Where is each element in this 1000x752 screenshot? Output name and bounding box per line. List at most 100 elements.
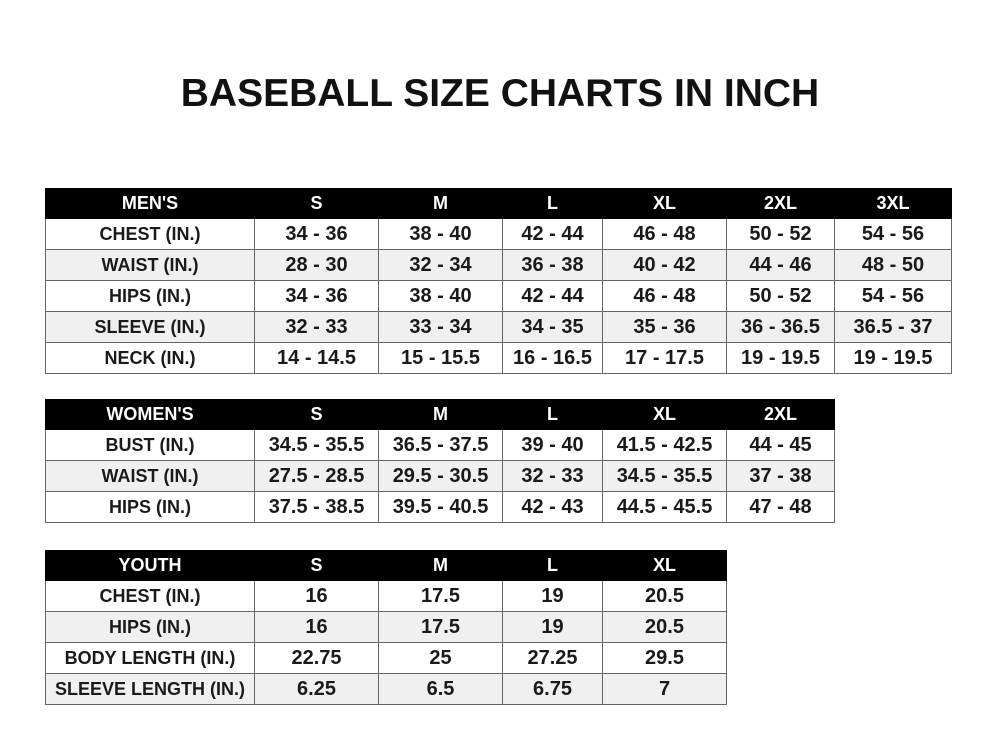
measurement-label: SLEEVE LENGTH (IN.) (45, 673, 255, 705)
table-row: SLEEVE (IN.) 32 - 33 33 - 34 34 - 35 35 - 36… (45, 311, 952, 343)
size-value: 41.5 - 42.5 (602, 429, 727, 461)
size-value: 29.5 - 30.5 (378, 460, 503, 492)
size-value: 38 - 40 (378, 280, 503, 312)
youth-size-table: YOUTH S M L XL CHEST (IN.) 16 17.5 19 20.5 HIPS (I… (45, 550, 727, 705)
table-row: HIPS (IN.) 16 17.5 19 20.5 (45, 611, 727, 643)
size-header: M (378, 399, 503, 430)
size-header: XL (602, 399, 727, 430)
table-row: WAIST (IN.) 28 - 30 32 - 34 36 - 38 40 - 42 4… (45, 249, 952, 281)
size-value: 19 - 19.5 (726, 342, 835, 374)
size-header: 3XL (834, 188, 952, 219)
size-value: 40 - 42 (602, 249, 727, 281)
size-value: 19 - 19.5 (834, 342, 952, 374)
table-row: BODY LENGTH (IN.) 22.75 25 27.25 29.5 (45, 642, 727, 674)
measurement-label: CHEST (IN.) (45, 580, 255, 612)
header-row: YOUTH S M L XL (45, 550, 727, 581)
size-value: 37 - 38 (726, 460, 835, 492)
size-header: S (254, 550, 379, 581)
measurement-label: BUST (IN.) (45, 429, 255, 461)
size-value: 25 (378, 642, 503, 674)
size-value: 29.5 (602, 642, 727, 674)
size-value: 32 - 34 (378, 249, 503, 281)
size-value: 35 - 36 (602, 311, 727, 343)
size-value: 50 - 52 (726, 218, 835, 250)
size-value: 44 - 45 (726, 429, 835, 461)
size-value: 6.5 (378, 673, 503, 705)
mens-size-table: MEN'S S M L XL 2XL 3XL CHEST (IN.) 34 - 36 38 - 4… (45, 188, 952, 374)
size-value: 27.25 (502, 642, 603, 674)
size-header: S (254, 188, 379, 219)
measurement-label: WAIST (IN.) (45, 460, 255, 492)
size-header: L (502, 188, 603, 219)
size-value: 54 - 56 (834, 280, 952, 312)
size-value: 19 (502, 611, 603, 643)
size-value: 39 - 40 (502, 429, 603, 461)
category-header: WOMEN'S (45, 399, 255, 430)
size-value: 42 - 43 (502, 491, 603, 523)
size-value: 19 (502, 580, 603, 612)
size-value: 36 - 36.5 (726, 311, 835, 343)
size-value: 36 - 38 (502, 249, 603, 281)
size-value: 36.5 - 37.5 (378, 429, 503, 461)
category-header: MEN'S (45, 188, 255, 219)
size-value: 34 - 36 (254, 218, 379, 250)
size-header: S (254, 399, 379, 430)
size-value: 6.75 (502, 673, 603, 705)
table-row: WAIST (IN.) 27.5 - 28.5 29.5 - 30.5 32 - 33… (45, 460, 835, 492)
size-value: 27.5 - 28.5 (254, 460, 379, 492)
size-value: 16 - 16.5 (502, 342, 603, 374)
size-value: 17.5 (378, 580, 503, 612)
size-value: 32 - 33 (502, 460, 603, 492)
size-value: 33 - 34 (378, 311, 503, 343)
size-header: 2XL (726, 399, 835, 430)
size-value: 42 - 44 (502, 280, 603, 312)
size-value: 46 - 48 (602, 218, 727, 250)
measurement-label: NECK (IN.) (45, 342, 255, 374)
table-row: HIPS (IN.) 34 - 36 38 - 40 42 - 44 46 - 48 50… (45, 280, 952, 312)
size-value: 17.5 (378, 611, 503, 643)
measurement-label: BODY LENGTH (IN.) (45, 642, 255, 674)
size-value: 44.5 - 45.5 (602, 491, 727, 523)
table-row: CHEST (IN.) 34 - 36 38 - 40 42 - 44 46 - 48 5… (45, 218, 952, 250)
size-value: 22.75 (254, 642, 379, 674)
size-value: 34.5 - 35.5 (254, 429, 379, 461)
size-value: 37.5 - 38.5 (254, 491, 379, 523)
size-value: 34 - 36 (254, 280, 379, 312)
size-header: 2XL (726, 188, 835, 219)
size-value: 38 - 40 (378, 218, 503, 250)
measurement-label: HIPS (IN.) (45, 491, 255, 523)
size-value: 28 - 30 (254, 249, 379, 281)
header-row: MEN'S S M L XL 2XL 3XL (45, 188, 952, 219)
size-value: 16 (254, 611, 379, 643)
size-value: 44 - 46 (726, 249, 835, 281)
size-header: XL (602, 550, 727, 581)
size-value: 54 - 56 (834, 218, 952, 250)
measurement-label: SLEEVE (IN.) (45, 311, 255, 343)
size-value: 34 - 35 (502, 311, 603, 343)
header-row: WOMEN'S S M L XL 2XL (45, 399, 835, 430)
size-value: 14 - 14.5 (254, 342, 379, 374)
size-header: XL (602, 188, 727, 219)
measurement-label: HIPS (IN.) (45, 280, 255, 312)
size-value: 32 - 33 (254, 311, 379, 343)
womens-size-table: WOMEN'S S M L XL 2XL BUST (IN.) 34.5 - 35.5 36.5… (45, 399, 835, 523)
table-row: BUST (IN.) 34.5 - 35.5 36.5 - 37.5 39 - 40 4… (45, 429, 835, 461)
measurement-label: HIPS (IN.) (45, 611, 255, 643)
size-value: 34.5 - 35.5 (602, 460, 727, 492)
table-row: SLEEVE LENGTH (IN.) 6.25 6.5 6.75 7 (45, 673, 727, 705)
size-header: M (378, 188, 503, 219)
size-value: 7 (602, 673, 727, 705)
size-value: 46 - 48 (602, 280, 727, 312)
size-header: M (378, 550, 503, 581)
table-row: NECK (IN.) 14 - 14.5 15 - 15.5 16 - 16.5 17 … (45, 342, 952, 374)
size-header: L (502, 399, 603, 430)
measurement-label: CHEST (IN.) (45, 218, 255, 250)
size-value: 48 - 50 (834, 249, 952, 281)
table-row: CHEST (IN.) 16 17.5 19 20.5 (45, 580, 727, 612)
size-value: 6.25 (254, 673, 379, 705)
table-row: HIPS (IN.) 37.5 - 38.5 39.5 - 40.5 42 - 43 4… (45, 491, 835, 523)
size-value: 39.5 - 40.5 (378, 491, 503, 523)
size-value: 17 - 17.5 (602, 342, 727, 374)
size-value: 15 - 15.5 (378, 342, 503, 374)
size-value: 16 (254, 580, 379, 612)
